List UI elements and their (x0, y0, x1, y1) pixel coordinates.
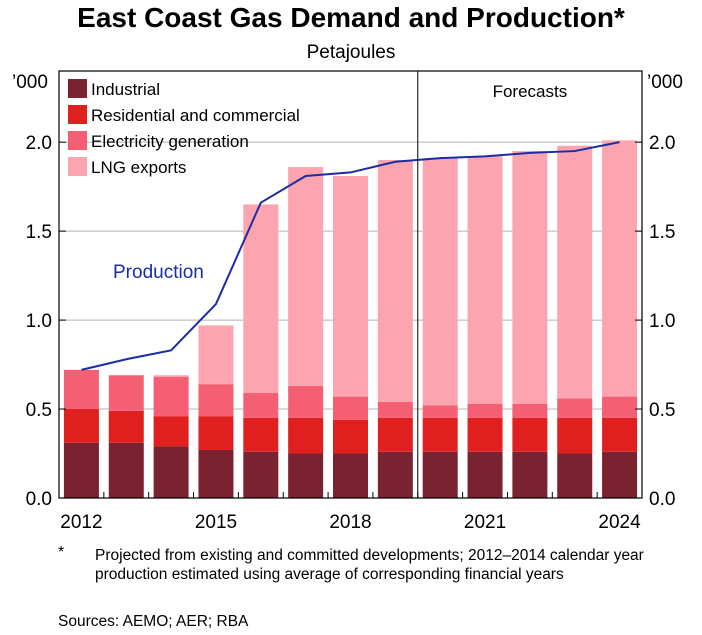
bar-segment-electricity-generation (288, 385, 324, 418)
y-tick-label-left: 0.0 (26, 489, 52, 510)
bar-segment-residential-and-commercial (377, 417, 413, 452)
bar-segment-industrial (422, 451, 458, 498)
bar-segment-residential-and-commercial (602, 417, 638, 452)
legend-swatch (68, 105, 87, 124)
forecast-label: Forecasts (493, 82, 568, 101)
y-tick-label-right: 0.5 (649, 400, 675, 421)
footnote-mark: * (58, 544, 65, 561)
bar-segment-industrial (198, 449, 234, 498)
legend-swatch (68, 131, 87, 150)
legend-label: Electricity generation (91, 132, 249, 151)
bar-segment-industrial (243, 451, 279, 498)
bar-segment-lng-exports (422, 158, 458, 406)
bar-segment-electricity-generation (557, 398, 593, 418)
y-unit-label-left: ’000 (12, 72, 48, 93)
bar-segment-lng-exports (288, 167, 324, 386)
bar-segment-industrial (333, 453, 368, 498)
bar-segment-residential-and-commercial (288, 417, 324, 454)
x-tick-label: 2018 (329, 512, 371, 533)
bar-segment-electricity-generation (108, 375, 144, 411)
bar-segment-residential-and-commercial (243, 417, 279, 452)
sources-text: Sources: AEMO; AER; RBA (58, 613, 249, 630)
bar-segment-industrial (602, 451, 638, 498)
y-tick-label-right: 2.0 (649, 133, 675, 154)
bar-segment-industrial (467, 451, 503, 498)
axis-labels: Forecasts Production 0.0 0.0 0.5 0.5 1.0 1.0 1.5… (12, 72, 683, 533)
legend-label: LNG exports (91, 158, 186, 177)
bar-segment-industrial (63, 442, 99, 498)
production-line-label: Production (113, 262, 204, 283)
bar-segment-electricity-generation (377, 401, 413, 418)
bar-stacks (63, 140, 638, 498)
bar-segment-lng-exports (377, 159, 413, 402)
bar-segment-electricity-generation (512, 403, 548, 418)
bar-segment-lng-exports (243, 204, 279, 394)
bar-segment-residential-and-commercial (198, 416, 234, 450)
bar-segment-residential-and-commercial (108, 410, 144, 443)
bar-segment-electricity-generation (333, 396, 368, 420)
x-tick-label: 2012 (60, 512, 102, 533)
bar-segment-electricity-generation (153, 377, 189, 417)
bar-segment-electricity-generation (63, 369, 99, 410)
production-line (81, 141, 620, 371)
bar-segment-industrial (557, 453, 593, 498)
bar-segment-residential-and-commercial (153, 416, 189, 447)
bar-segment-lng-exports (333, 175, 368, 397)
x-tick-label: 2015 (195, 512, 237, 533)
y-tick-label-right: 1.5 (649, 222, 675, 243)
bar-segment-lng-exports (153, 375, 189, 378)
bar-segment-residential-and-commercial (467, 417, 503, 452)
bar-segment-electricity-generation (243, 393, 279, 418)
bar-segment-residential-and-commercial (63, 409, 99, 443)
bar-segment-industrial (153, 446, 189, 498)
legend-label: Industrial (91, 80, 160, 99)
bar-segment-lng-exports (512, 151, 548, 404)
x-tick-label: 2024 (598, 512, 641, 533)
stacked-bar-chart: Forecasts Production 0.0 0.0 0.5 0.5 1.0 1.0 1.5… (12, 70, 683, 533)
y-tick-label-right: 1.0 (649, 311, 675, 332)
bar-segment-lng-exports (467, 156, 503, 404)
bar-segment-industrial (108, 442, 144, 498)
bar-segment-lng-exports (557, 145, 593, 399)
bar-segment-residential-and-commercial (422, 417, 458, 452)
axis-ticks (59, 141, 642, 499)
y-tick-label-right: 0.0 (649, 489, 675, 510)
legend-swatch (68, 79, 87, 98)
bar-segment-industrial (377, 451, 413, 498)
x-tick-label: 2021 (464, 512, 506, 533)
bar-segment-electricity-generation (602, 396, 638, 418)
footnote-text: Projected from existing and committed de… (95, 547, 644, 583)
y-unit-label-right: ’000 (647, 72, 683, 93)
legend-label: Residential and commercial (91, 106, 300, 125)
bar-segment-electricity-generation (467, 403, 503, 418)
bar-segment-industrial (288, 453, 324, 498)
bar-segment-lng-exports (602, 140, 638, 397)
y-tick-label-left: 1.5 (26, 222, 52, 243)
plot-frame (58, 70, 643, 499)
production-line-group (81, 141, 620, 371)
bar-segment-industrial (512, 451, 548, 498)
y-tick-label-left: 0.5 (26, 400, 52, 421)
bar-segment-residential-and-commercial (333, 419, 368, 454)
legend-swatch (68, 157, 87, 176)
plot-border (58, 70, 643, 499)
bar-segment-electricity-generation (198, 384, 234, 417)
chart-title: East Coast Gas Demand and Production* (77, 2, 625, 33)
bar-segment-residential-and-commercial (512, 417, 548, 452)
bar-segment-residential-and-commercial (557, 417, 593, 454)
chart-subtitle: Petajoules (306, 42, 396, 63)
y-tick-label-left: 1.0 (26, 311, 52, 332)
legend: Industrial Residential and commercial Elec… (68, 79, 300, 177)
bar-segment-electricity-generation (422, 405, 458, 418)
y-tick-label-left: 2.0 (26, 133, 52, 154)
bar-segment-lng-exports (198, 325, 234, 385)
